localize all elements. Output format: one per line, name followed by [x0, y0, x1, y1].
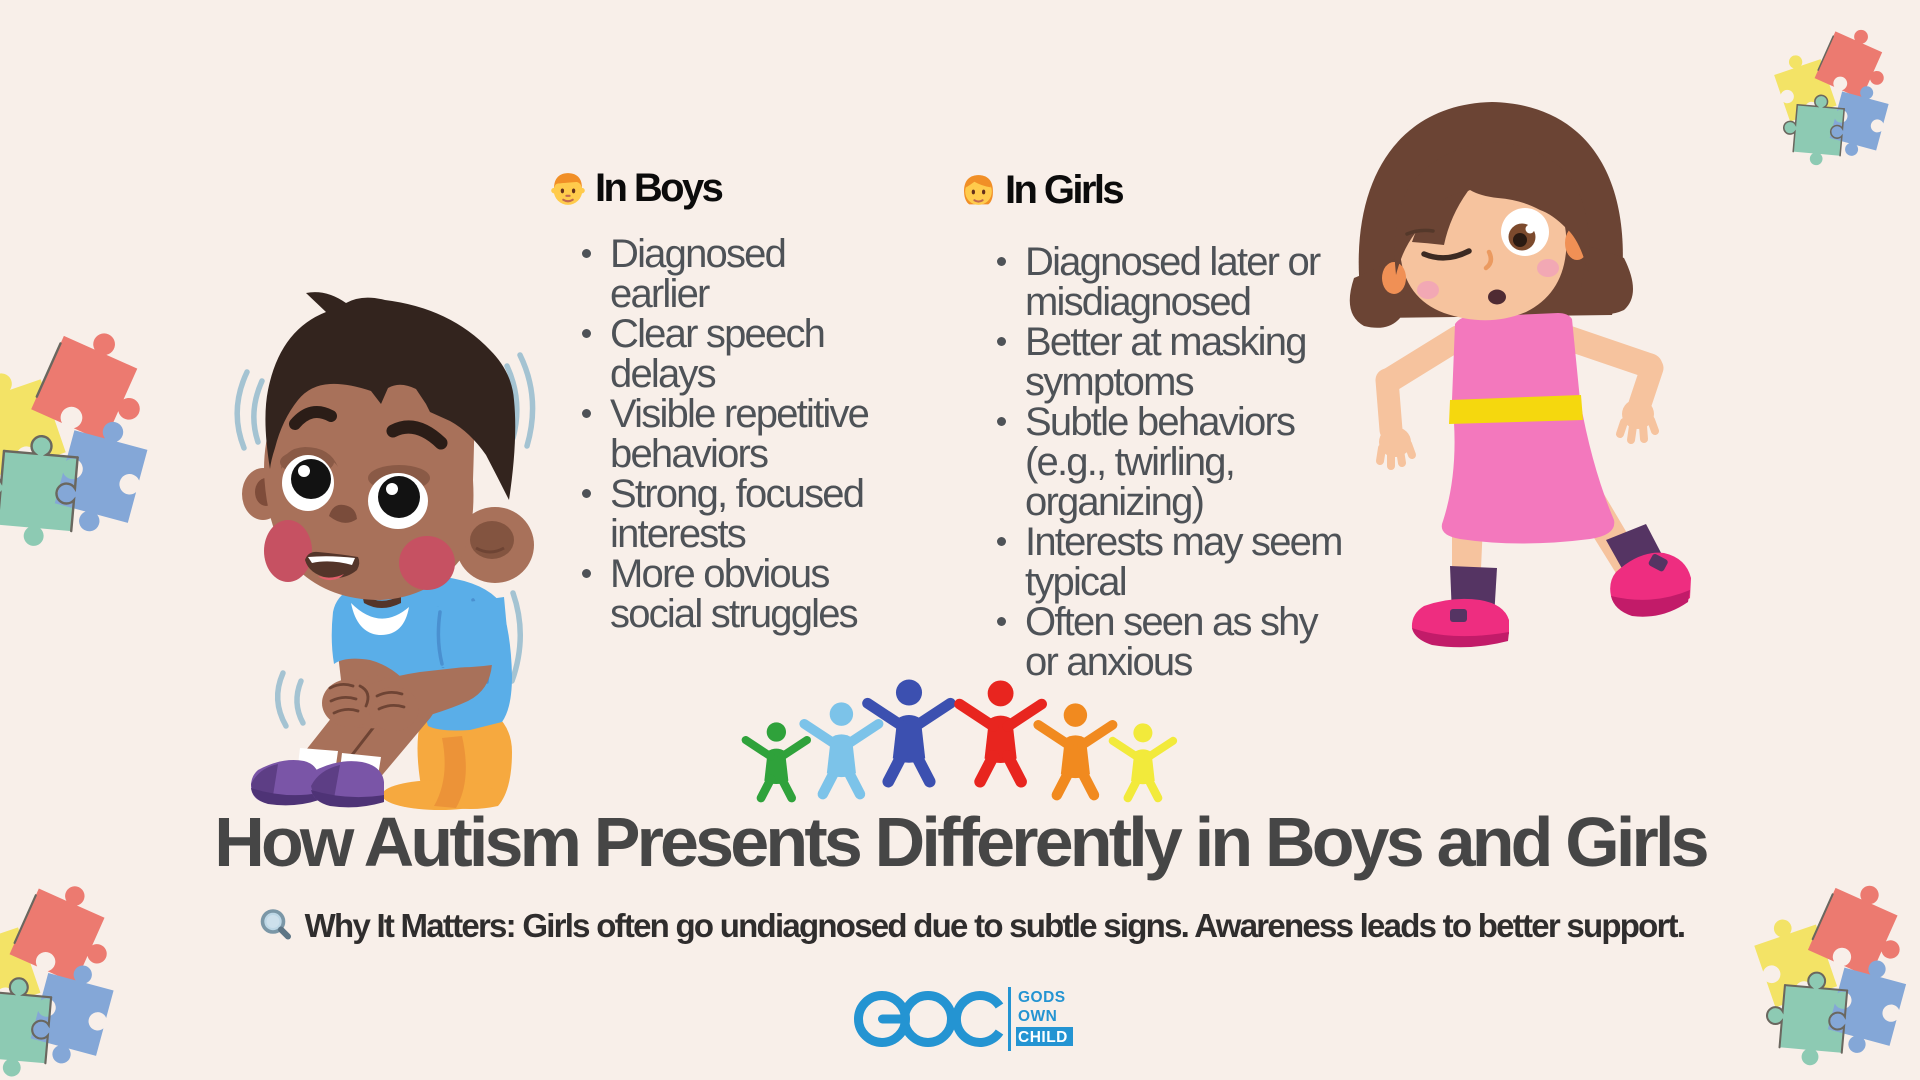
- svg-text:OWN: OWN: [1018, 1008, 1057, 1025]
- svg-text:GODS: GODS: [1018, 989, 1066, 1006]
- svg-text:CHILD: CHILD: [1018, 1029, 1068, 1046]
